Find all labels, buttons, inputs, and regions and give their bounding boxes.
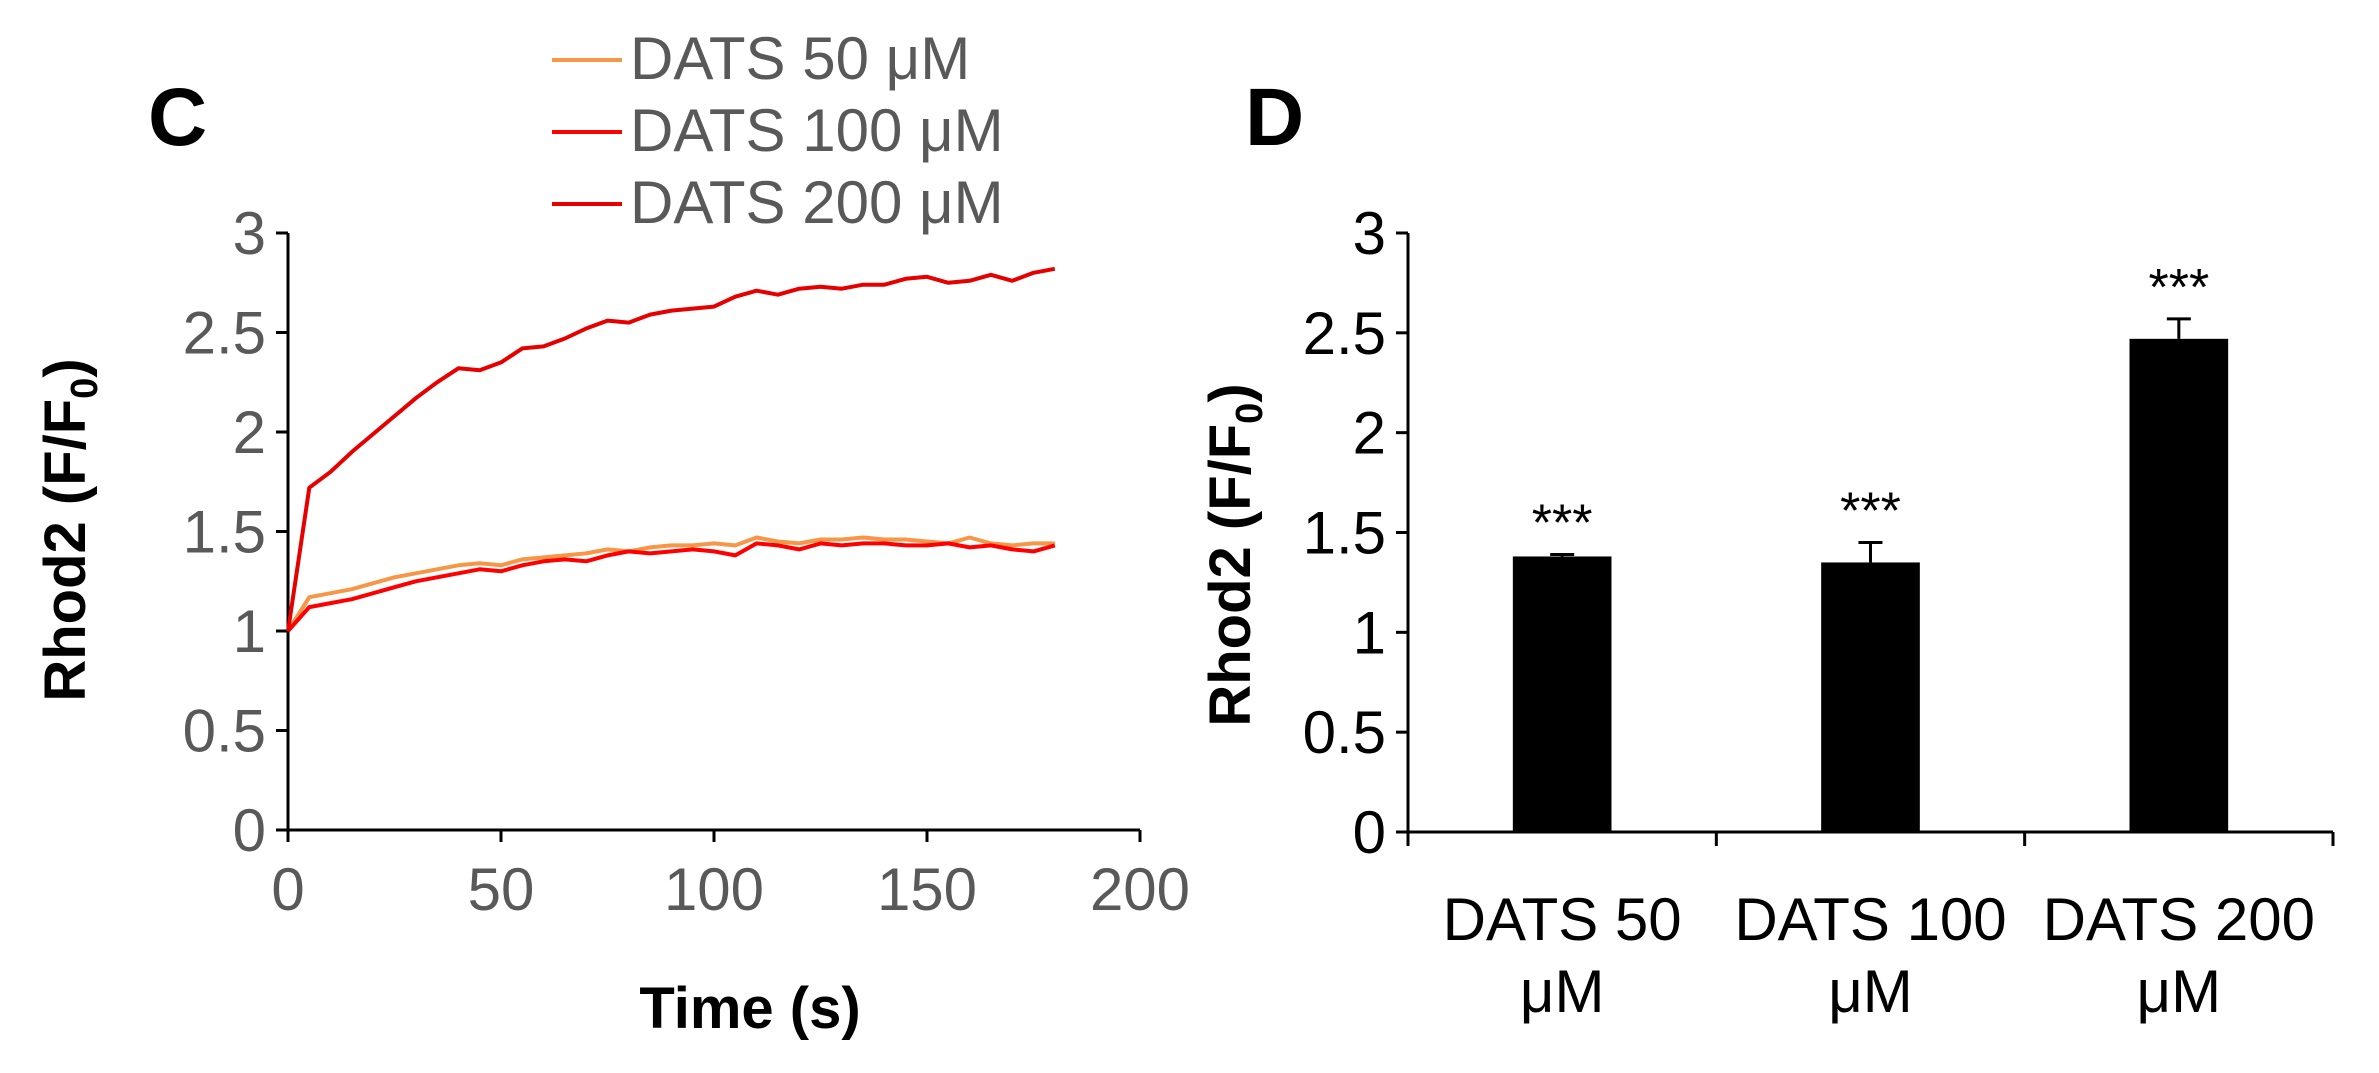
- panel-d-y-tick-label: 3: [1353, 200, 1386, 267]
- legend-label-dats-50: DATS 50 μM: [630, 25, 970, 92]
- legend-label-dats-100: DATS 100 μM: [630, 97, 1004, 164]
- panel-c-x-tick-label: 0: [271, 856, 304, 923]
- panel-d-x-ticks: [1406, 832, 2335, 846]
- panel-d-y-tick-label: 1: [1353, 599, 1386, 666]
- panel-d-y-tick-label: 0: [1353, 799, 1386, 866]
- panel-c-x-axis-title: Time (s): [639, 976, 860, 1041]
- series-line-dats-50-m: [286, 535, 1055, 633]
- series-line-dats-200-m: [286, 266, 1056, 632]
- significance-label: ***: [1840, 482, 1901, 540]
- panel-d-y-tick-label: 0.5: [1303, 699, 1386, 766]
- panel-c-x-tick-label: 150: [877, 856, 977, 923]
- panel-d-y-ticks: 0 0.5 1 1.5 2 2.5 3: [1303, 200, 1408, 866]
- panel-c-letter: C: [148, 72, 207, 163]
- panel-d-y-axis-title: Rhod2 (F/F0): [1198, 383, 1271, 726]
- panel-c-x-tick-label: 50: [468, 856, 535, 923]
- panel-c-y-tick-label: 0: [233, 797, 266, 864]
- panel-c-legend: DATS 50 μM DATS 100 μM DATS 200 μM: [552, 25, 1004, 236]
- panel-d-y-tick-label: 2.5: [1303, 300, 1386, 367]
- panel-d-y-axis-title-close: ): [1198, 383, 1263, 402]
- panel-d-letter: D: [1245, 72, 1304, 163]
- panel-c-y-ticks: 0 0.5 1 1.5 2 2.5 3: [183, 200, 288, 864]
- panel-c-x-ticks: 0 50 100 150 200: [271, 830, 1190, 923]
- bar-dats-50: [1512, 556, 1612, 832]
- significance-label: ***: [1532, 494, 1593, 552]
- category-label-line1: DATS 50: [1443, 886, 1682, 953]
- panel-d-y-axis-title-sub: 0: [1229, 403, 1271, 424]
- panel-d-y-axis-title-main: Rhod2 (F/F: [1198, 424, 1263, 727]
- category-label-line2: μM: [1828, 958, 1913, 1025]
- panel-c-x-tick-label: 200: [1090, 856, 1190, 923]
- panel-d-y-tick-label: 2: [1353, 400, 1386, 467]
- panel-c-y-tick-label: 1.5: [183, 499, 266, 566]
- bar-dats-100: [1821, 562, 1920, 832]
- category-label-line2: μM: [1520, 958, 1605, 1025]
- panel-c-y-tick-label: 1: [233, 598, 266, 665]
- panel-c-y-axis-title-main: Rhod2 (F/F: [33, 399, 98, 702]
- panel-c-y-axis-title-sub: 0: [64, 378, 106, 399]
- bar-dats-200: [2129, 338, 2229, 832]
- panel-c-y-axis-title: Rhod2 (F/F0): [33, 358, 106, 701]
- panel-c-y-axis-title-close: ): [33, 358, 98, 377]
- category-label-line1: DATS 200: [2043, 886, 2315, 953]
- panel-c-y-tick-label: 2: [233, 399, 266, 466]
- panel-c-x-tick-label: 100: [664, 856, 764, 923]
- series-line-dats-100-m: [286, 541, 1056, 633]
- category-label-line2: μM: [2137, 958, 2222, 1025]
- significance-label: ***: [2148, 259, 2209, 317]
- panel-c-series: [286, 266, 1056, 633]
- panel-c-y-tick-label: 2.5: [183, 300, 266, 367]
- panel-c-y-tick-label: 3: [233, 200, 266, 267]
- category-label-line1: DATS 100: [1734, 886, 2006, 953]
- panel-d-y-tick-label: 1.5: [1303, 500, 1386, 567]
- panel-c-y-tick-label: 0.5: [183, 698, 266, 765]
- legend-label-dats-200: DATS 200 μM: [630, 169, 1004, 236]
- panel-c: C DATS 50 μM DATS 100 μM DATS 200 μM 0 0.…: [33, 25, 1190, 1041]
